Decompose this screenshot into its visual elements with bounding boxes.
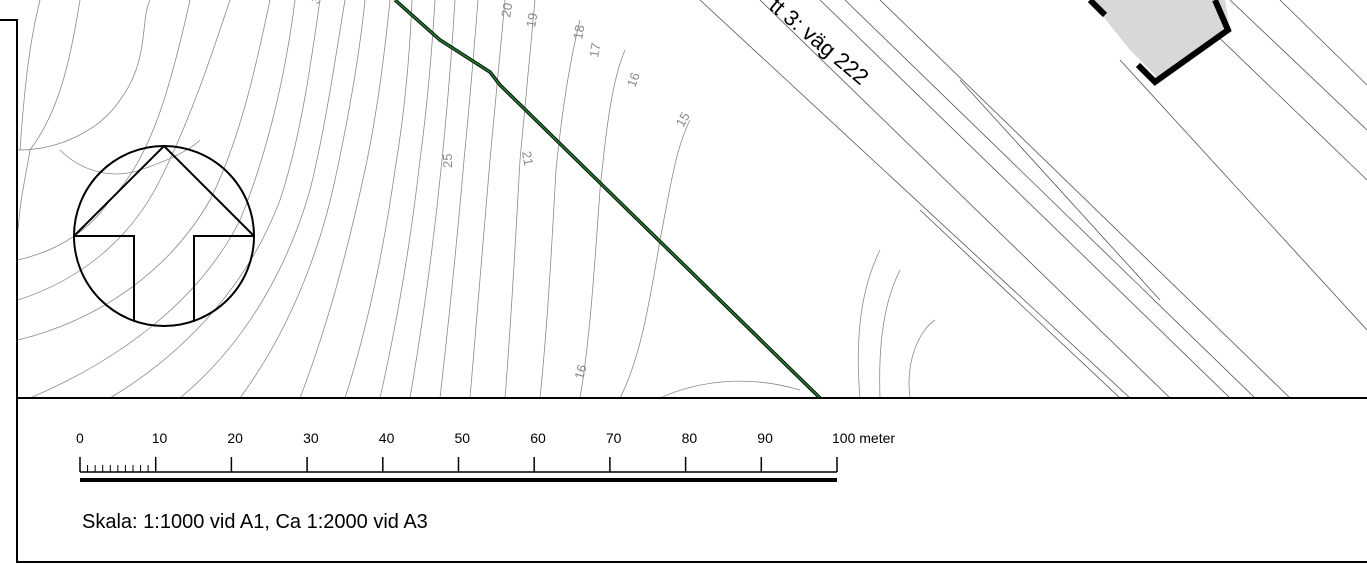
contour-label: 16 [624, 70, 643, 89]
contour-label: 21 [519, 150, 536, 167]
scale-caption: Skala: 1:1000 vid A1, Ca 1:2000 vid A3 [82, 511, 428, 533]
scale-tick-label: 50 [455, 430, 471, 446]
route-line [393, 0, 822, 398]
scale-tick-label: 40 [379, 430, 395, 446]
scale-tick-label: 70 [606, 430, 622, 446]
building [1087, 0, 1232, 86]
map-frame [0, 19, 1367, 563]
scale-bar: 0 10 20 30 40 50 60 70 80 90 100 meter Skala: 1:10… [76, 430, 895, 533]
scale-tick-label: 10 [152, 430, 168, 446]
scale-tick-label: 30 [303, 430, 319, 446]
road-lines [699, 0, 1367, 398]
contour-label: 19 [523, 12, 540, 29]
road-label: tt 3: väg 222 [765, 0, 874, 90]
scale-tick-label: 60 [530, 430, 546, 446]
contour-label: 17 [586, 42, 603, 59]
scale-tick-label: 90 [757, 430, 773, 446]
contour-label: 18 [570, 24, 587, 41]
scale-minor-ticks [87, 465, 149, 472]
route-line-inner [394, 0, 821, 398]
scale-major-ticks [79, 457, 838, 472]
contour-lines [17, 0, 936, 398]
contour-label: 20 [498, 2, 515, 19]
scale-tick-label: 0 [76, 430, 84, 446]
contour-label: 3 [308, 0, 325, 6]
contour-label: 16 [571, 363, 589, 381]
scale-tick-label: 20 [227, 430, 243, 446]
contour-label: 25 [440, 154, 455, 168]
contour-label: 15 [673, 109, 693, 129]
scale-tick-label: 80 [682, 430, 698, 446]
map-area: 3 20 19 18 17 16 15 25 21 16 tt 3: väg 2… [17, 0, 1367, 398]
scale-tick-label: 100 meter [832, 430, 895, 446]
north-arrow-icon [73, 144, 255, 327]
